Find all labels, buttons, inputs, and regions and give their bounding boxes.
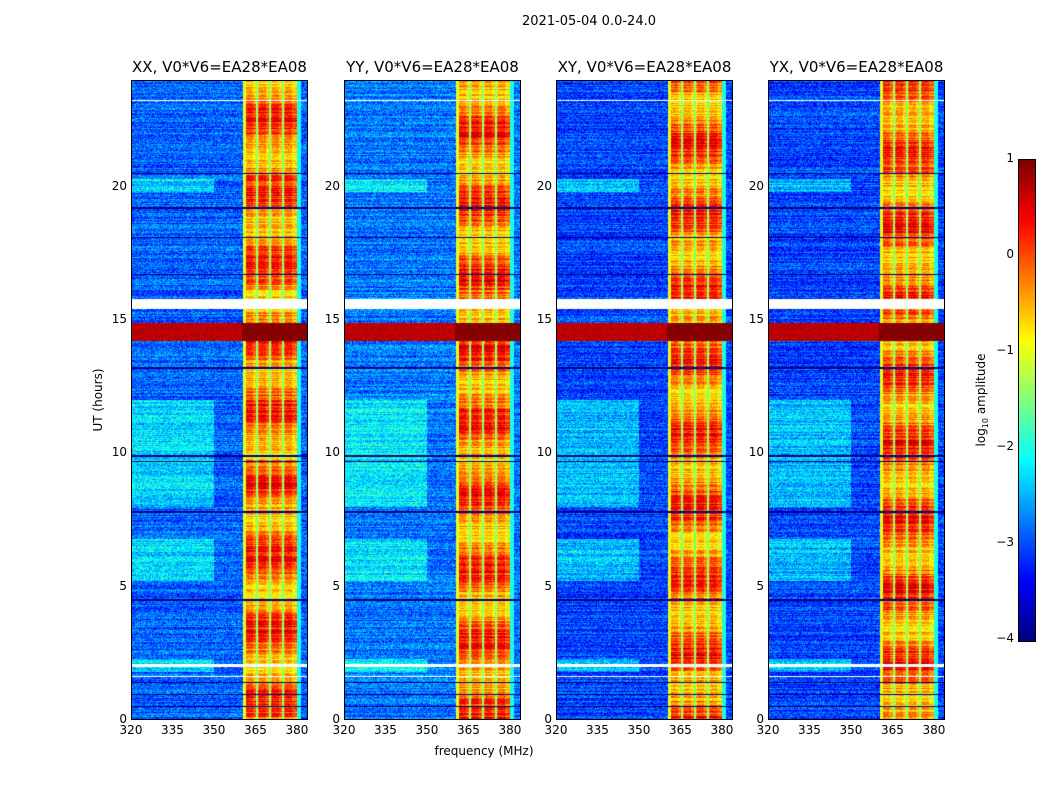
axes-frame xyxy=(131,80,308,720)
waterfall-heatmap xyxy=(768,80,945,720)
colorbar-tick-label: −2 xyxy=(996,439,1014,453)
colorbar xyxy=(1018,159,1036,642)
y-tick-label: 20 xyxy=(536,178,552,193)
axes-frame xyxy=(344,80,521,720)
waterfall-heatmap xyxy=(131,80,308,720)
axes-frame xyxy=(556,80,733,720)
y-tick-label: 0 xyxy=(119,712,127,726)
y-tick-label: 15 xyxy=(748,312,764,326)
x-tick-label: 380 xyxy=(498,723,522,737)
y-tick-label: 5 xyxy=(119,578,127,593)
y-tick-label: 10 xyxy=(536,445,552,460)
y-tick-label: 10 xyxy=(111,445,127,460)
x-tick-label: 365 xyxy=(669,723,692,737)
y-tick-label: 5 xyxy=(544,578,552,593)
waterfall-panel-0: XX, V0*V6=EA28*EA08 320 335 350 365 380 0 5 10 15… xyxy=(112,58,309,737)
x-tick-label: 380 xyxy=(285,723,309,737)
y-tick-label: 10 xyxy=(324,445,340,460)
panel-title: XY, V0*V6=EA28*EA08 xyxy=(557,58,732,76)
y-tick-label: 15 xyxy=(536,312,552,326)
x-tick-label: 320 xyxy=(332,723,356,737)
waterfall-panel-3: YX, V0*V6=EA28*EA08 320 335 350 365 380 0 5 10 15… xyxy=(749,58,946,737)
colorbar-tick-label: 1 xyxy=(1006,151,1014,165)
y-tick-label: 0 xyxy=(544,712,552,726)
waterfall-panel-2: XY, V0*V6=EA28*EA08 320 335 350 365 380 0 5 10 15… xyxy=(537,58,734,737)
panel-title: YX, V0*V6=EA28*EA08 xyxy=(769,58,944,76)
colorbar-tick-label: −1 xyxy=(996,343,1014,357)
x-tick-label: 335 xyxy=(586,723,609,737)
x-tick-label: 380 xyxy=(922,723,946,737)
colorbar-tick-label: 0 xyxy=(1006,247,1014,261)
x-tick-label: 350 xyxy=(415,723,439,737)
x-tick-label: 365 xyxy=(881,723,904,737)
y-tick-label: 20 xyxy=(748,178,764,193)
y-tick-label: 15 xyxy=(324,312,340,326)
panel-title: YY, V0*V6=EA28*EA08 xyxy=(346,58,519,76)
x-tick-label: 365 xyxy=(244,723,267,737)
y-tick-label: 20 xyxy=(324,178,340,193)
y-tick-label: 0 xyxy=(332,712,340,726)
colorbar-tick-label: −3 xyxy=(996,535,1014,549)
y-tick-label: 5 xyxy=(332,578,340,593)
waterfall-heatmap xyxy=(556,80,733,720)
y-tick-label: 5 xyxy=(756,578,764,593)
x-tick-label: 320 xyxy=(119,723,143,737)
y-tick-label: 10 xyxy=(748,445,764,460)
x-tick-label: 335 xyxy=(374,723,397,737)
colorbar-label: log10 amplitude xyxy=(973,353,991,447)
x-tick-label: 335 xyxy=(161,723,184,737)
colorbar-tick-label: −4 xyxy=(996,631,1014,645)
y-axis-label: UT (hours) xyxy=(91,368,105,432)
waterfall-panel-1: YY, V0*V6=EA28*EA08 320 335 350 365 380 0 5 10 15… xyxy=(325,58,522,737)
x-axis-label: frequency (MHz) xyxy=(434,744,534,758)
y-tick-label: 0 xyxy=(756,712,764,726)
x-tick-label: 320 xyxy=(756,723,780,737)
y-tick-label: 15 xyxy=(111,312,127,326)
panel-title: XX, V0*V6=EA28*EA08 xyxy=(132,58,307,76)
axes-frame xyxy=(768,80,945,720)
x-tick-label: 350 xyxy=(627,723,651,737)
y-tick-label: 20 xyxy=(111,178,127,193)
x-tick-label: 365 xyxy=(457,723,480,737)
x-tick-label: 320 xyxy=(544,723,568,737)
x-tick-label: 350 xyxy=(839,723,863,737)
x-tick-label: 350 xyxy=(202,723,226,737)
x-tick-label: 380 xyxy=(710,723,734,737)
waterfall-heatmap xyxy=(344,80,521,720)
figure-title: 2021-05-04 0.0-24.0 xyxy=(522,14,656,29)
x-tick-label: 335 xyxy=(798,723,821,737)
